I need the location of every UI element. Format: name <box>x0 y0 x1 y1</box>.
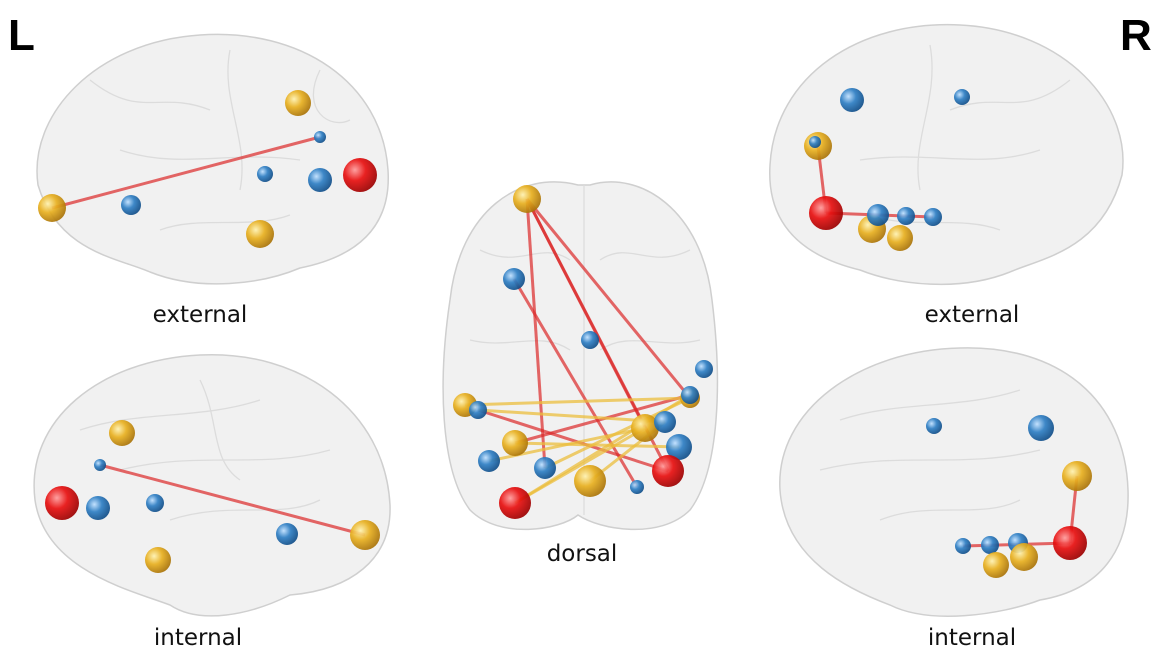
node <box>38 194 66 222</box>
node <box>887 225 913 251</box>
node <box>350 520 380 550</box>
node <box>86 496 110 520</box>
node <box>478 450 500 472</box>
figure: L R external internal dorsal external in… <box>0 0 1160 653</box>
node <box>652 455 684 487</box>
brain-left-external <box>37 34 388 283</box>
node <box>45 486 79 520</box>
left-label: L <box>8 11 35 60</box>
node <box>343 158 377 192</box>
brain-left-internal <box>34 355 390 616</box>
node <box>1062 461 1092 491</box>
node <box>503 268 525 290</box>
node <box>654 411 676 433</box>
node <box>285 90 311 116</box>
node <box>1028 415 1054 441</box>
node <box>121 195 141 215</box>
node <box>924 208 942 226</box>
node <box>840 88 864 112</box>
node <box>809 136 821 148</box>
node <box>955 538 971 554</box>
node <box>513 185 541 213</box>
node <box>981 536 999 554</box>
node <box>1010 543 1038 571</box>
node <box>109 420 135 446</box>
right-label: R <box>1120 11 1152 60</box>
node <box>469 401 487 419</box>
view-label: dorsal <box>547 541 618 567</box>
node <box>308 168 332 192</box>
node <box>926 418 942 434</box>
view-label: internal <box>154 625 242 651</box>
node <box>897 207 915 225</box>
node <box>954 89 970 105</box>
node <box>246 220 274 248</box>
node <box>809 196 843 230</box>
node <box>1053 526 1087 560</box>
node <box>499 487 531 519</box>
view-label: internal <box>928 625 1016 651</box>
view-label: external <box>153 302 248 328</box>
node <box>314 131 326 143</box>
node <box>574 465 606 497</box>
view-label: external <box>925 302 1020 328</box>
node <box>867 204 889 226</box>
node <box>630 480 644 494</box>
node <box>146 494 164 512</box>
node <box>145 547 171 573</box>
node <box>581 331 599 349</box>
node <box>681 386 699 404</box>
node <box>94 459 106 471</box>
node <box>502 430 528 456</box>
node <box>276 523 298 545</box>
node <box>534 457 556 479</box>
node <box>983 552 1009 578</box>
node <box>695 360 713 378</box>
node <box>257 166 273 182</box>
